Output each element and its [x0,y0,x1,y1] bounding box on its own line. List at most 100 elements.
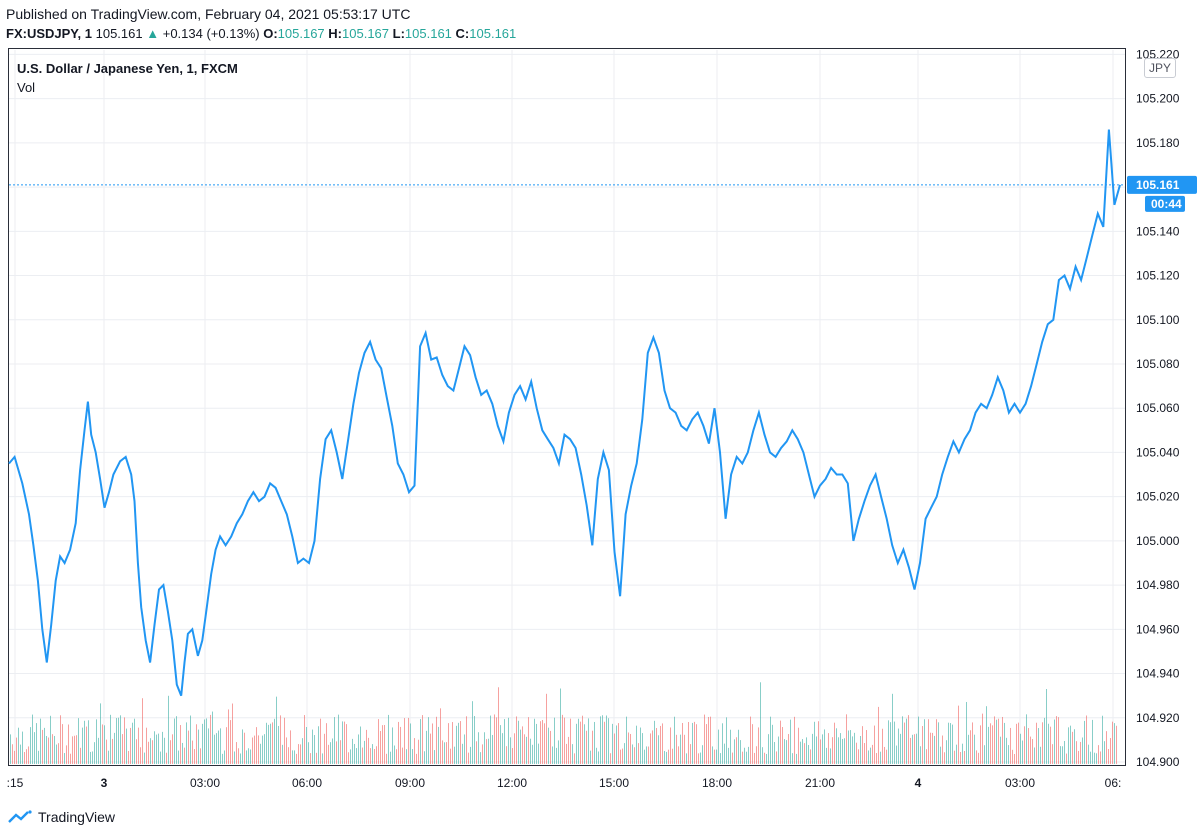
volume-bar [352,738,353,764]
volume-bar [126,728,127,764]
volume-bar [584,724,585,764]
price-tag-text: 105.161 [1136,178,1180,192]
chart-frame[interactable] [8,48,1126,766]
volume-bar [1086,715,1087,764]
volume-bar [308,742,309,764]
volume-bar [510,737,511,764]
volume-bar [1060,746,1061,764]
volume-bar [890,722,891,764]
volume-bar [850,730,851,764]
volume-bar [470,746,471,764]
volume-bar [230,720,231,764]
volume-bar [84,720,85,764]
volume-bar [958,705,959,764]
volume-bar [736,737,737,764]
volume-bar [954,750,955,764]
y-tick-label: 105.180 [1136,136,1180,150]
volume-bar [706,724,707,764]
volume-bar [252,737,253,764]
volume-bar [492,734,493,764]
volume-bar [900,733,901,764]
volume-bar [966,701,967,764]
volume-bar [834,722,835,764]
volume-bar [238,748,239,764]
volume-bar [536,723,537,764]
y-axis-ticks: 105.220105.200105.180105.160105.140105.1… [1136,47,1180,769]
y-tick-label: 104.940 [1136,667,1180,681]
volume-bar [682,723,683,764]
volume-bar [234,751,235,764]
volume-bar [514,733,515,764]
volume-bar [1016,723,1017,764]
volume-bar [848,730,849,764]
volume-bar [562,714,563,764]
volume-bar [14,750,15,764]
volume-bar [472,701,473,764]
volume-bar [174,718,175,764]
volume-bar [54,735,55,764]
volume-bar [740,740,741,764]
volume-bar [1078,750,1079,764]
volume-bar [422,715,423,764]
volume-bar [1052,744,1053,764]
volume-bar [1012,749,1013,764]
volume-bar [654,720,655,764]
volume-bar [428,717,429,764]
volume-bar [1080,741,1081,764]
volume-bar [246,750,247,764]
high-label: H: [328,26,343,41]
volume-bar [314,735,315,764]
x-tick-label: 03:00 [1005,776,1035,790]
volume-bar [608,718,609,764]
volume-bar [1034,747,1035,764]
volume-bar [50,715,51,764]
volume-bar [940,746,941,764]
volume-bar [256,727,257,764]
currency-badge[interactable]: JPY [1144,58,1176,78]
volume-bar [516,716,517,764]
x-tick-label: 06:00 [292,776,322,790]
volume-bar [78,718,79,764]
volume-bar [164,737,165,764]
volume-bar [298,744,299,764]
volume-bar [316,752,317,764]
volume-bar [648,746,649,764]
volume-bar [322,753,323,764]
volume-bar [942,735,943,764]
volume-bar [202,723,203,764]
volume-bar [36,723,37,764]
volume-bar [320,718,321,764]
volume-bar [994,716,995,764]
volume-bar [278,725,279,764]
volume-bar [160,751,161,764]
volume-bar [98,737,99,764]
volume-bar [186,722,187,764]
volume-bar [920,746,921,764]
volume-bar [734,739,735,764]
volume-bar [304,715,305,764]
volume-bar [452,722,453,764]
volume-bar [338,714,339,764]
footer-brand[interactable]: TradingView [8,809,115,825]
volume-bar [248,748,249,764]
volume-bar [528,717,529,764]
y-tick-label: 105.200 [1136,92,1180,106]
volume-bar [836,728,837,764]
volume-bar [500,725,501,764]
volume-bar [574,753,575,764]
volume-bar [636,725,637,764]
volume-bar [212,711,213,764]
volume-bar [572,744,573,764]
volume-bar [972,722,973,764]
low-label: L: [392,26,405,41]
volume-bar [930,732,931,764]
volume-bar [582,715,583,764]
y-tick-label: 104.900 [1136,755,1180,769]
volume-bar [210,714,211,764]
volume-bar [68,724,69,764]
volume-bar [46,735,47,764]
volume-bar [498,687,499,764]
volume-bar [830,748,831,764]
volume-bar [642,733,643,764]
